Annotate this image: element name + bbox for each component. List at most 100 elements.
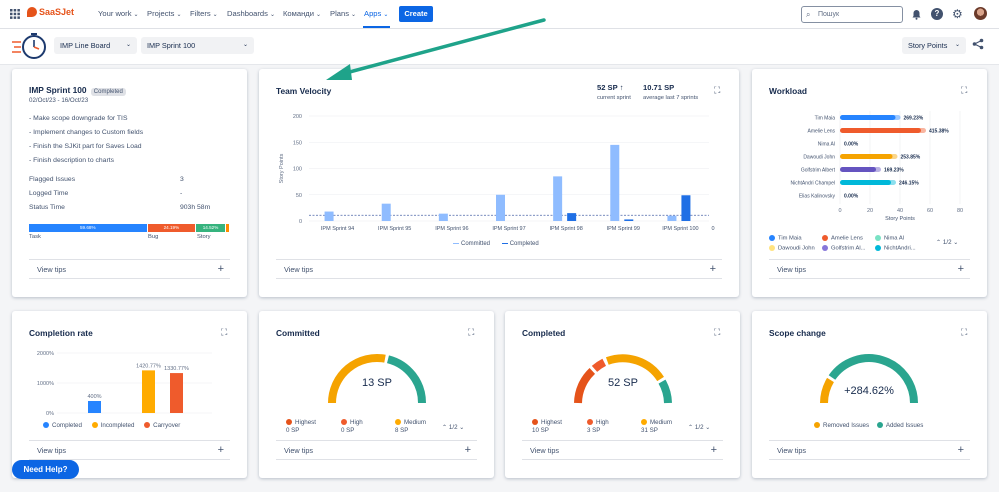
nav-projects[interactable]: Projects ⌄: [147, 9, 182, 18]
view-tips-row[interactable]: View tips +: [29, 259, 230, 279]
data-label: 1330.77%: [164, 366, 189, 372]
issue-type-distribution-bar: 59.68% 24.19% 14.52%: [29, 224, 230, 232]
view-tips-row[interactable]: View tips +: [276, 259, 722, 279]
x-tick-label: 0: [838, 208, 841, 214]
legend-dot: [769, 235, 775, 241]
legend-label: Dawoudi John: [778, 245, 815, 252]
chevron-up-icon[interactable]: ⌃: [442, 424, 448, 431]
plus-icon[interactable]: +: [957, 444, 964, 456]
legend-pager[interactable]: ⌃ 1/2 ⌄: [442, 424, 465, 431]
expand-icon[interactable]: ⛶: [221, 327, 228, 337]
view-tips-row[interactable]: View tips +: [522, 440, 723, 460]
view-tips-row[interactable]: View tips +: [769, 259, 970, 279]
view-tips-row[interactable]: View tips +: [29, 440, 230, 460]
view-tips-label: View tips: [284, 446, 314, 455]
top-navigation: SaaSJet Your work ⌄ Projects ⌄ Filters ⌄ Da…: [0, 0, 999, 29]
workload-value-label: 415.38%: [929, 129, 949, 135]
nav-apps[interactable]: Apps ⌄: [364, 9, 389, 18]
brand-icon: [27, 7, 37, 17]
expand-icon[interactable]: ⛶: [714, 327, 721, 337]
y-tick-label: NichtAndri Champel: [791, 181, 835, 187]
card-title: Scope change: [769, 328, 826, 338]
average-sp: 10.71 SP: [643, 83, 675, 92]
plus-icon[interactable]: +: [217, 263, 224, 275]
issue-type-label: Bug: [148, 234, 159, 240]
sprint-clock-logo-icon: [12, 31, 48, 61]
priority-sp: 8 SP: [395, 427, 409, 434]
chevron-up-icon[interactable]: ⌃: [688, 424, 694, 431]
y-tick-label: Golfstrim Albert: [801, 168, 836, 174]
view-tips-row[interactable]: View tips +: [769, 440, 970, 460]
nav-your-work[interactable]: Your work ⌄: [98, 9, 139, 18]
legend-pager[interactable]: ⌃ 1/2 ⌄: [936, 239, 959, 246]
chevron-down-icon: ⌄: [269, 12, 275, 18]
legend-item: Nima Al: [875, 235, 904, 242]
x-tick-label: 80: [957, 208, 963, 214]
legend-item: Completed: [43, 422, 82, 429]
workload-bar: [840, 180, 891, 185]
y-tick-label: Nima Al: [818, 142, 835, 148]
view-tips-label: View tips: [777, 446, 807, 455]
legend-dot: [822, 235, 828, 241]
chevron-down-icon[interactable]: ⌄: [459, 424, 465, 431]
workload-bar: [840, 154, 893, 159]
plus-icon[interactable]: +: [957, 263, 964, 275]
expand-icon[interactable]: ⛶: [961, 327, 968, 337]
priority-legend-item: Medium 31 SP: [641, 419, 673, 434]
nav-teams[interactable]: Команди ⌄: [283, 9, 321, 18]
issue-bar-segment: 14.52%: [196, 224, 225, 232]
issue-bar-segment: 24.19%: [147, 224, 196, 232]
completed-gauge: [574, 354, 672, 404]
plus-icon[interactable]: +: [709, 263, 716, 275]
current-sprint-sp: 52 SP ↑: [597, 83, 624, 92]
expand-icon[interactable]: ⛶: [714, 85, 721, 95]
committed-bar: [553, 176, 563, 221]
expand-icon[interactable]: ⛶: [961, 85, 968, 95]
expand-icon[interactable]: ⛶: [468, 327, 475, 337]
nav-dashboards[interactable]: Dashboards ⌄: [227, 9, 275, 18]
search-input[interactable]: ⌕ Пошук: [801, 6, 903, 23]
need-help-button[interactable]: Need Help?: [12, 460, 79, 479]
legend-label: Golfstrim Al...: [831, 245, 866, 252]
y-tick-label: 0%: [46, 411, 54, 417]
metric-select[interactable]: Story Points ⌄: [902, 37, 966, 54]
completion-rate-card: Completion rate ⛶ 0% 1000% 2000% 400% 1420.7…: [12, 311, 247, 478]
app-switcher-icon[interactable]: [10, 9, 20, 19]
nav-plans[interactable]: Plans ⌄: [330, 9, 357, 18]
sprint-goal-item: - Implement changes to Custom fields: [29, 129, 144, 136]
nav-filters[interactable]: Filters ⌄: [190, 9, 218, 18]
chevron-down-icon[interactable]: ⌄: [953, 239, 959, 246]
completed-bar: [681, 195, 691, 221]
chevron-down-icon[interactable]: ⌄: [705, 424, 711, 431]
view-tips-label: View tips: [37, 446, 67, 455]
card-title: Completed: [522, 328, 566, 338]
brand-logo[interactable]: SaaSJet: [27, 7, 74, 21]
avatar[interactable]: [974, 7, 987, 20]
workload-value-label: 269.23%: [904, 116, 924, 122]
chevron-up-icon[interactable]: ⌃: [936, 239, 942, 246]
data-label: 1420.77%: [136, 363, 161, 369]
sprint-select[interactable]: IMP Sprint 100 ⌄: [141, 37, 254, 54]
plus-icon[interactable]: +: [217, 444, 224, 456]
create-button[interactable]: Create: [399, 6, 433, 22]
chevron-down-icon: ⌄: [176, 12, 182, 18]
legend-pager[interactable]: ⌃ 1/2 ⌄: [688, 424, 711, 431]
help-icon[interactable]: ?: [931, 8, 943, 20]
velocity-chart: 0 50 100 150 200 Story Points IPM Sprint 94 IPM…: [279, 114, 715, 232]
notifications-icon[interactable]: [911, 9, 922, 20]
view-tips-label: View tips: [37, 265, 67, 274]
settings-gear-icon[interactable]: ⚙: [952, 7, 963, 21]
x-tick-label: 20: [867, 208, 873, 214]
x-tick-label: IPM Sprint 99: [607, 226, 640, 232]
view-tips-row[interactable]: View tips +: [276, 440, 477, 460]
plus-icon[interactable]: +: [710, 444, 717, 456]
y-tick-label: Dawoudi John: [803, 155, 835, 161]
x-tick-label: IPM Sprint 94: [321, 226, 354, 232]
current-sprint-caption: current sprint: [597, 95, 631, 101]
stat-label: Status Time: [29, 204, 65, 211]
plus-icon[interactable]: +: [464, 444, 471, 456]
velocity-legend: Committed Completed: [453, 241, 539, 247]
board-select[interactable]: IMP Line Board ⌄: [54, 37, 137, 54]
share-icon[interactable]: [972, 38, 984, 50]
legend-label: Nima Al: [884, 235, 904, 242]
